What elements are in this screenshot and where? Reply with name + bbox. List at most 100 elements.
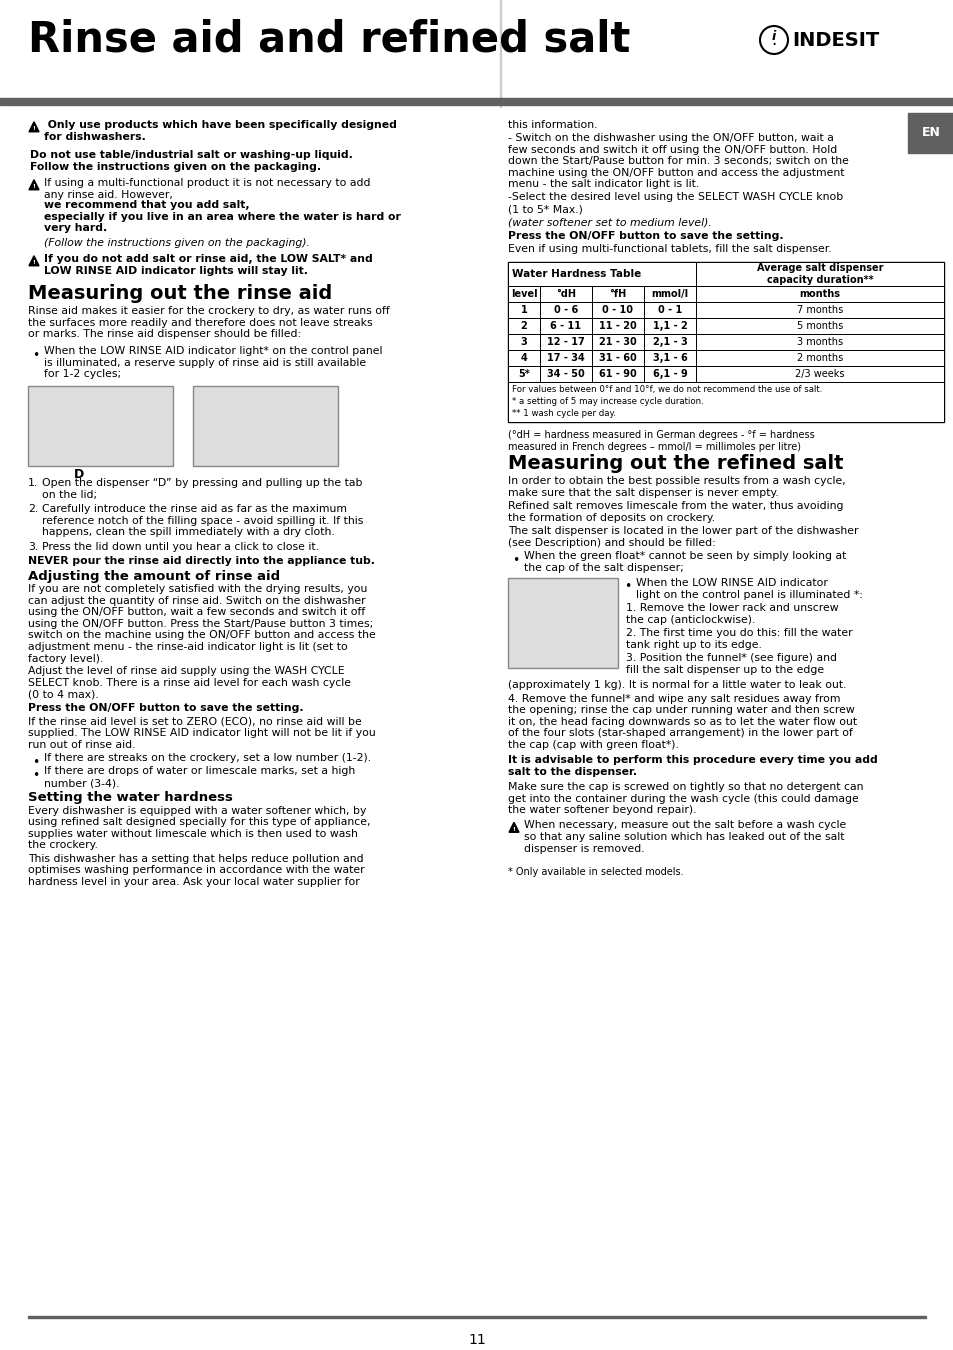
Bar bbox=[507, 350, 539, 366]
Text: Open the dispenser “D” by pressing and pulling up the tab
on the lid;: Open the dispenser “D” by pressing and p… bbox=[42, 478, 362, 500]
Text: 3: 3 bbox=[520, 338, 527, 347]
Text: 0 - 1: 0 - 1 bbox=[658, 305, 681, 315]
Bar bbox=[539, 350, 592, 366]
Bar bbox=[643, 333, 696, 350]
Text: Measuring out the refined salt: Measuring out the refined salt bbox=[507, 454, 842, 472]
Text: we recommend that you add salt,
especially if you live in an area where the wate: we recommend that you add salt, especial… bbox=[44, 200, 400, 234]
Polygon shape bbox=[509, 822, 518, 832]
Text: 1.: 1. bbox=[28, 478, 38, 487]
Bar bbox=[507, 319, 539, 333]
Text: (°dH = hardness measured in German degrees - °f = hardness
measured in French de: (°dH = hardness measured in German degre… bbox=[507, 431, 814, 452]
Text: In order to obtain the best possible results from a wash cycle,
make sure that t: In order to obtain the best possible res… bbox=[507, 477, 845, 498]
Bar bbox=[696, 262, 943, 286]
Text: !: ! bbox=[32, 261, 35, 265]
Text: (Follow the instructions given on the packaging).: (Follow the instructions given on the pa… bbox=[44, 238, 310, 248]
Text: When the LOW RINSE AID indicator light* on the control panel
is illuminated, a r: When the LOW RINSE AID indicator light* … bbox=[44, 346, 382, 379]
Text: Do not use table/industrial salt or washing-up liquid.
Follow the instructions g: Do not use table/industrial salt or wash… bbox=[30, 150, 353, 171]
Bar bbox=[643, 286, 696, 302]
Bar bbox=[643, 350, 696, 366]
Text: 5 months: 5 months bbox=[796, 321, 842, 331]
Text: It is advisable to perform this procedure every time you add
salt to the dispens: It is advisable to perform this procedur… bbox=[507, 755, 877, 776]
Text: 11 - 20: 11 - 20 bbox=[598, 321, 637, 331]
Text: 2.: 2. bbox=[28, 504, 38, 514]
Text: 4. Remove the funnel* and wipe any salt residues away from
the opening; rinse th: 4. Remove the funnel* and wipe any salt … bbox=[507, 694, 856, 749]
Text: 17 - 34: 17 - 34 bbox=[547, 352, 584, 363]
Text: •: • bbox=[512, 554, 519, 567]
Text: 2: 2 bbox=[520, 321, 527, 331]
Text: Carefully introduce the rinse aid as far as the maximum
reference notch of the f: Carefully introduce the rinse aid as far… bbox=[42, 504, 363, 537]
Bar bbox=[499, 0, 500, 107]
Text: 0 - 10: 0 - 10 bbox=[602, 305, 633, 315]
Text: If there are streaks on the crockery, set a low number (1-2).: If there are streaks on the crockery, se… bbox=[44, 753, 371, 763]
Bar bbox=[539, 286, 592, 302]
Bar bbox=[539, 319, 592, 333]
Bar bbox=[696, 319, 943, 333]
Bar bbox=[696, 366, 943, 382]
Text: mmol/l: mmol/l bbox=[651, 289, 688, 298]
Bar bbox=[592, 302, 643, 319]
Text: Water Hardness Table: Water Hardness Table bbox=[512, 269, 640, 279]
Text: If you do not add salt or rinse aid, the LOW SALT* and
LOW RINSE AID indicator l: If you do not add salt or rinse aid, the… bbox=[44, 254, 373, 275]
Text: D: D bbox=[73, 468, 84, 481]
Text: Only use products which have been specifically designed
for dishwashers.: Only use products which have been specif… bbox=[44, 120, 396, 142]
Bar bbox=[696, 350, 943, 366]
Bar bbox=[592, 286, 643, 302]
Bar bbox=[539, 302, 592, 319]
Bar bbox=[507, 578, 618, 668]
Text: (approximately 1 kg). It is normal for a little water to leak out.: (approximately 1 kg). It is normal for a… bbox=[507, 680, 845, 690]
Text: 34 - 50: 34 - 50 bbox=[547, 369, 584, 379]
Bar bbox=[643, 319, 696, 333]
Bar bbox=[539, 333, 592, 350]
Bar bbox=[0, 99, 953, 105]
Text: 6 - 11: 6 - 11 bbox=[550, 321, 581, 331]
Text: If using a multi-functional product it is not necessary to add
any rinse aid. Ho: If using a multi-functional product it i… bbox=[44, 178, 370, 200]
Text: i: i bbox=[771, 30, 776, 42]
Text: 12 - 17: 12 - 17 bbox=[547, 338, 584, 347]
Text: - Switch on the dishwasher using the ON/OFF button, wait a
few seconds and switc: - Switch on the dishwasher using the ON/… bbox=[507, 134, 848, 189]
Bar bbox=[507, 302, 539, 319]
Bar bbox=[592, 350, 643, 366]
Bar bbox=[592, 366, 643, 382]
Text: !: ! bbox=[32, 127, 35, 131]
Text: Measuring out the rinse aid: Measuring out the rinse aid bbox=[28, 284, 332, 302]
Bar bbox=[696, 302, 943, 319]
Text: NEVER pour the rinse aid directly into the appliance tub.: NEVER pour the rinse aid directly into t… bbox=[28, 556, 375, 566]
Bar bbox=[696, 333, 943, 350]
Bar bbox=[592, 319, 643, 333]
Text: Even if using multi-functional tablets, fill the salt dispenser.: Even if using multi-functional tablets, … bbox=[507, 244, 831, 255]
Text: The salt dispenser is located in the lower part of the dishwasher
(see Descripti: The salt dispenser is located in the low… bbox=[507, 526, 858, 548]
Text: 0 - 6: 0 - 6 bbox=[554, 305, 578, 315]
Text: •: • bbox=[32, 756, 40, 770]
Bar bbox=[907, 113, 953, 153]
Text: 1. Remove the lower rack and unscrew
the cap (anticlockwise).: 1. Remove the lower rack and unscrew the… bbox=[625, 603, 838, 625]
Text: INDESIT: INDESIT bbox=[791, 31, 879, 50]
Bar bbox=[643, 302, 696, 319]
Text: !: ! bbox=[32, 184, 35, 189]
Text: •: • bbox=[623, 580, 631, 593]
Text: Adjusting the amount of rinse aid: Adjusting the amount of rinse aid bbox=[28, 570, 280, 583]
Text: !: ! bbox=[512, 826, 515, 832]
Text: Average salt dispenser
capacity duration**: Average salt dispenser capacity duration… bbox=[756, 263, 882, 285]
Text: If the rinse aid level is set to ZERO (ECO), no rinse aid will be
supplied. The : If the rinse aid level is set to ZERO (E… bbox=[28, 717, 375, 749]
Text: 3,1 - 6: 3,1 - 6 bbox=[652, 352, 687, 363]
Text: Rinse aid makes it easier for the crockery to dry, as water runs off
the surface: Rinse aid makes it easier for the crocke… bbox=[28, 306, 390, 339]
Bar bbox=[507, 366, 539, 382]
Text: 1,1 - 2: 1,1 - 2 bbox=[652, 321, 687, 331]
Text: -Select the desired level using the SELECT WASH CYCLE knob
(1 to 5* Max.): -Select the desired level using the SELE… bbox=[507, 193, 842, 215]
Text: Adjust the level of rinse aid supply using the WASH CYCLE
SELECT knob. There is : Adjust the level of rinse aid supply usi… bbox=[28, 667, 351, 699]
Text: Press the ON/OFF button to save the setting.: Press the ON/OFF button to save the sett… bbox=[28, 703, 303, 713]
Text: Rinse aid and refined salt: Rinse aid and refined salt bbox=[28, 18, 630, 59]
Text: 2. The first time you do this: fill the water
tank right up to its edge.: 2. The first time you do this: fill the … bbox=[625, 628, 852, 649]
Text: If there are drops of water or limescale marks, set a high
number (3-4).: If there are drops of water or limescale… bbox=[44, 767, 355, 788]
Text: When the LOW RINSE AID indicator
light on the control panel is illuminated *:: When the LOW RINSE AID indicator light o… bbox=[636, 578, 862, 599]
Text: level: level bbox=[510, 289, 537, 298]
Text: ·: · bbox=[771, 36, 776, 54]
Polygon shape bbox=[29, 255, 39, 266]
Text: 5*: 5* bbox=[517, 369, 529, 379]
Text: EN: EN bbox=[921, 127, 940, 139]
Bar bbox=[28, 386, 172, 466]
Text: 11: 11 bbox=[468, 1332, 485, 1347]
Bar bbox=[193, 386, 337, 466]
Text: When the green float* cannot be seen by simply looking at
the cap of the salt di: When the green float* cannot be seen by … bbox=[523, 551, 845, 572]
Text: Every dishwasher is equipped with a water softener which, by
using refined salt : Every dishwasher is equipped with a wate… bbox=[28, 806, 370, 850]
